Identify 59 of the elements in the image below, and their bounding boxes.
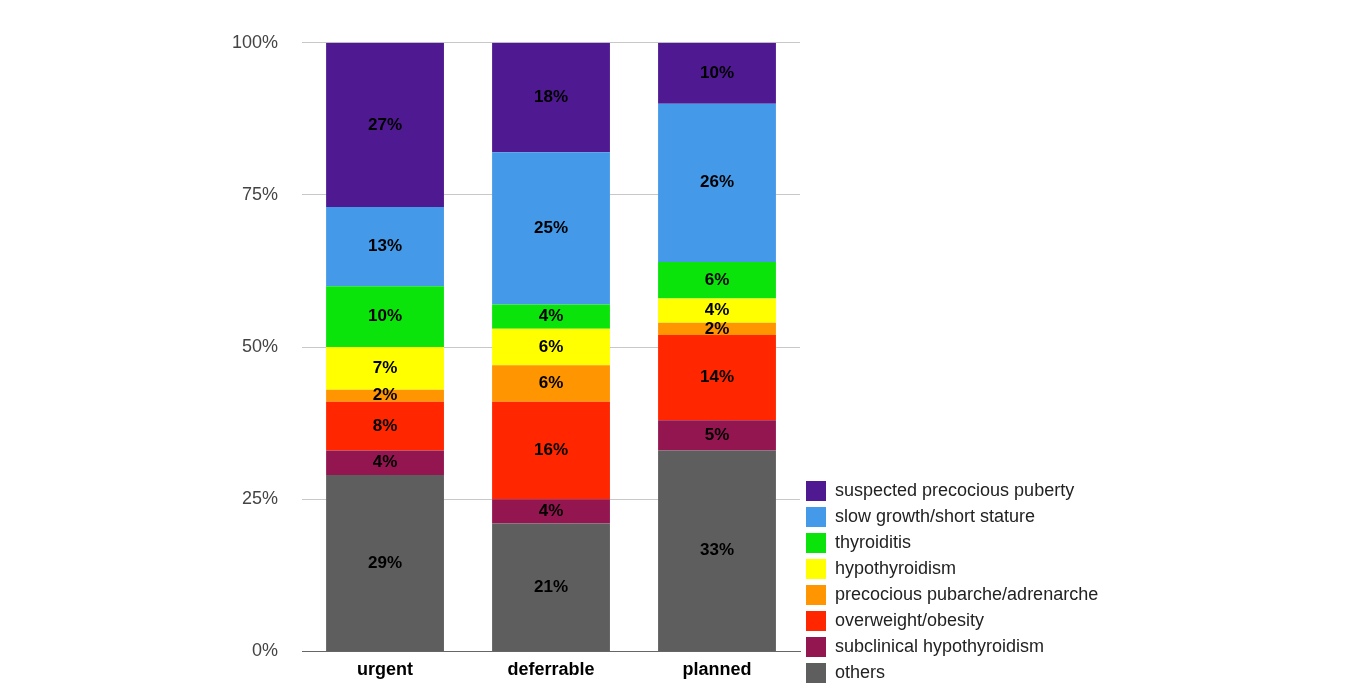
legend-label: thyroiditis bbox=[835, 531, 912, 552]
legend-label: others bbox=[835, 661, 886, 682]
bar bbox=[658, 42, 776, 104]
bar bbox=[326, 401, 444, 451]
y-tick-label: 25% bbox=[242, 488, 279, 509]
data-label: 2% bbox=[704, 318, 730, 338]
bar bbox=[492, 304, 610, 329]
y-tick-label: 100% bbox=[231, 31, 279, 52]
bar bbox=[326, 450, 444, 475]
legend-label: overweight/obesity bbox=[835, 609, 985, 630]
data-label: 6% bbox=[538, 373, 564, 393]
bar bbox=[492, 328, 610, 366]
bar bbox=[492, 365, 610, 402]
y-tick-label: 75% bbox=[242, 183, 279, 204]
data-label: 5% bbox=[704, 425, 730, 445]
legend-label: slow growth/short stature bbox=[835, 505, 1036, 526]
bar bbox=[492, 42, 610, 153]
data-label: 21% bbox=[534, 576, 569, 596]
data-label: 14% bbox=[699, 367, 735, 387]
bar bbox=[658, 298, 776, 323]
data-label: 8% bbox=[372, 415, 398, 435]
legend-label: subclinical hypothyroidism bbox=[835, 635, 1045, 656]
legend-label: precocious pubarche/adrenarche bbox=[835, 583, 1099, 604]
data-label: 4% bbox=[538, 501, 564, 521]
data-label: 33% bbox=[699, 540, 735, 560]
data-label: 4% bbox=[372, 452, 398, 472]
data-label: 10% bbox=[699, 62, 735, 82]
bar bbox=[658, 261, 776, 299]
bar bbox=[492, 152, 610, 305]
bar bbox=[658, 103, 776, 262]
data-label: 27% bbox=[368, 114, 403, 134]
bar bbox=[326, 207, 444, 287]
y-tick-label: 50% bbox=[242, 336, 279, 357]
data-label: 13% bbox=[368, 236, 403, 256]
bar bbox=[492, 499, 610, 524]
data-label: 26% bbox=[699, 172, 735, 192]
bar bbox=[658, 420, 776, 451]
data-label: 10% bbox=[368, 306, 403, 326]
legend-label: suspected precocious puberty bbox=[835, 479, 1075, 500]
x-tick-label: deferrable bbox=[507, 659, 595, 680]
legend-label: hypothyroidism bbox=[835, 557, 957, 578]
data-label: 4% bbox=[704, 300, 730, 320]
data-label: 4% bbox=[538, 306, 564, 326]
bar bbox=[658, 334, 776, 421]
bar bbox=[492, 401, 610, 500]
data-label: 29% bbox=[368, 552, 403, 572]
data-label: 7% bbox=[372, 358, 398, 378]
x-tick-label: urgent bbox=[357, 659, 414, 680]
bar bbox=[326, 347, 444, 390]
x-tick-label: planned bbox=[682, 659, 752, 680]
data-label: 16% bbox=[534, 440, 569, 460]
bar bbox=[326, 42, 444, 208]
y-tick-label: 0% bbox=[252, 640, 279, 661]
data-label: 2% bbox=[372, 385, 398, 405]
data-label: 18% bbox=[534, 87, 569, 107]
data-label: 6% bbox=[704, 269, 730, 289]
data-label: 25% bbox=[534, 218, 569, 238]
bar bbox=[326, 286, 444, 348]
data-label: 6% bbox=[538, 336, 564, 356]
